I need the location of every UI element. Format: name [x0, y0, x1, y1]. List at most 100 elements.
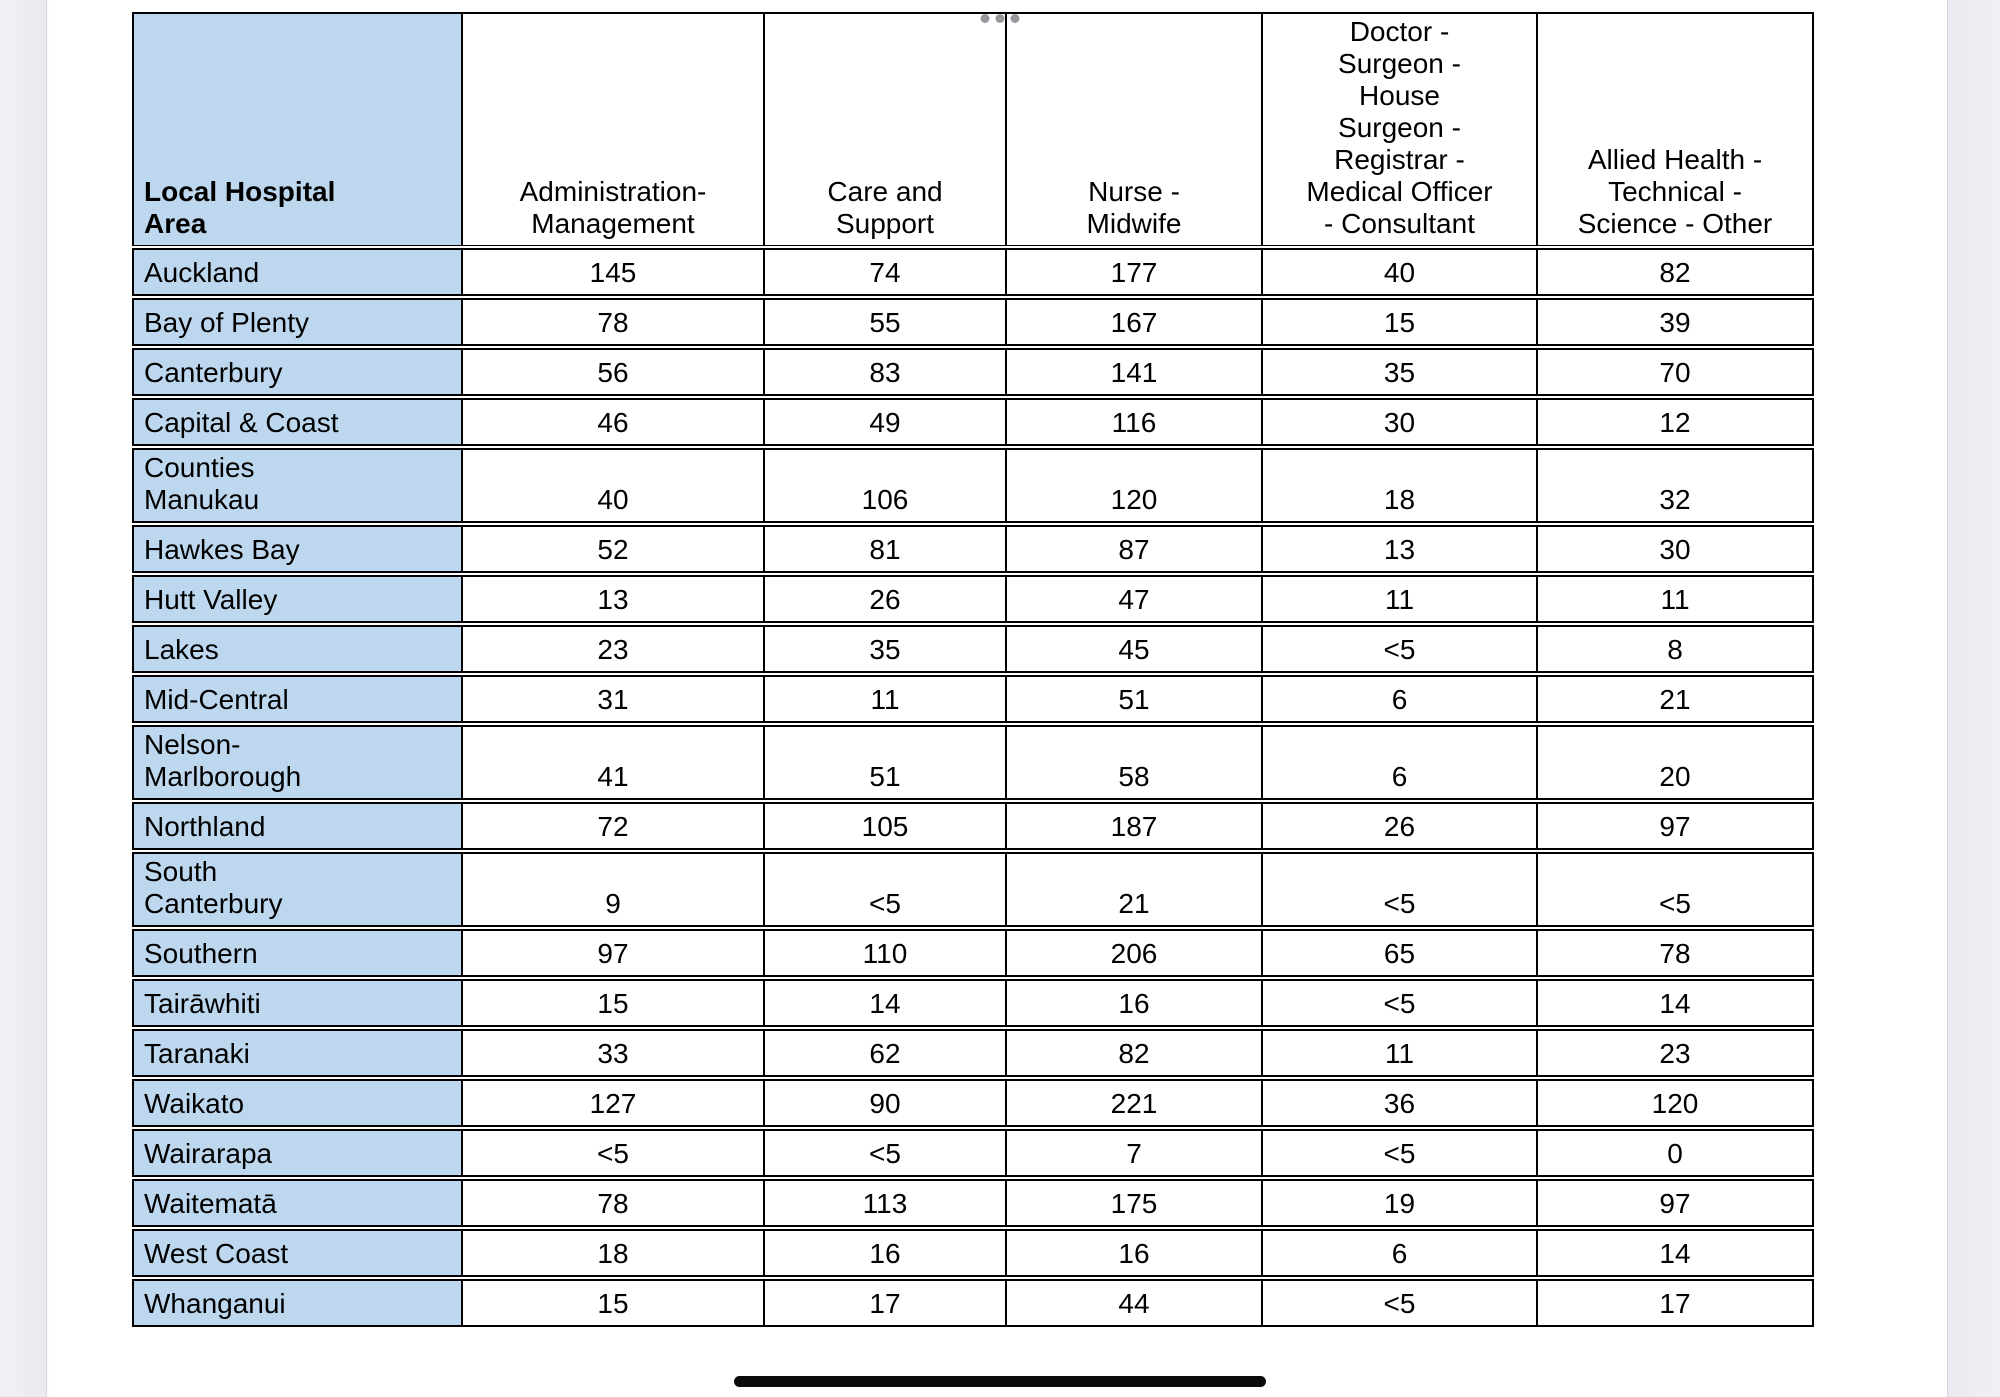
value-cell-doctor: 19 — [1262, 1179, 1537, 1227]
value-cell-administration-management: 9 — [462, 852, 764, 927]
table-row: Canterbury 56 83 141 35 70 — [132, 348, 1814, 396]
area-cell: Taranaki — [132, 1029, 462, 1077]
value-cell-doctor: 36 — [1262, 1079, 1537, 1127]
value-cell-nurse-midwife: 47 — [1006, 575, 1262, 623]
column-header-local-hospital-area: Local Hospital Area — [132, 12, 462, 246]
value-cell-doctor: <5 — [1262, 1129, 1537, 1177]
area-cell: West Coast — [132, 1229, 462, 1277]
value-cell-administration-management: 18 — [462, 1229, 764, 1277]
value-cell-care-and-support: 74 — [764, 248, 1006, 296]
value-cell-nurse-midwife: 206 — [1006, 929, 1262, 977]
column-header-administration-management: Administration- Management — [462, 12, 764, 246]
column-header-care-and-support: Care and Support — [764, 12, 1006, 246]
value-cell-care-and-support: 11 — [764, 675, 1006, 723]
value-cell-doctor: <5 — [1262, 1279, 1537, 1327]
value-cell-allied-health: 17 — [1537, 1279, 1814, 1327]
table-row: Hawkes Bay 52 81 87 13 30 — [132, 525, 1814, 573]
multitasking-handle[interactable] — [980, 14, 1020, 23]
table-row: West Coast 18 16 16 6 14 — [132, 1229, 1814, 1277]
value-cell-care-and-support: 14 — [764, 979, 1006, 1027]
value-cell-doctor: 11 — [1262, 575, 1537, 623]
value-cell-allied-health: 21 — [1537, 675, 1814, 723]
area-cell: Capital & Coast — [132, 398, 462, 446]
area-cell: Nelson- Marlborough — [132, 725, 462, 800]
value-cell-nurse-midwife: 51 — [1006, 675, 1262, 723]
value-cell-allied-health: 32 — [1537, 448, 1814, 523]
value-cell-nurse-midwife: 116 — [1006, 398, 1262, 446]
value-cell-allied-health: 30 — [1537, 525, 1814, 573]
value-cell-doctor: 6 — [1262, 725, 1537, 800]
value-cell-allied-health: 39 — [1537, 298, 1814, 346]
value-cell-administration-management: 97 — [462, 929, 764, 977]
area-cell: Waikato — [132, 1079, 462, 1127]
value-cell-allied-health: 8 — [1537, 625, 1814, 673]
value-cell-doctor: 30 — [1262, 398, 1537, 446]
area-cell: Tairāwhiti — [132, 979, 462, 1027]
value-cell-nurse-midwife: 177 — [1006, 248, 1262, 296]
area-cell: Hawkes Bay — [132, 525, 462, 573]
area-cell: Waitematā — [132, 1179, 462, 1227]
value-cell-allied-health: 97 — [1537, 1179, 1814, 1227]
value-cell-doctor: <5 — [1262, 625, 1537, 673]
area-cell: Mid-Central — [132, 675, 462, 723]
value-cell-administration-management: 78 — [462, 1179, 764, 1227]
value-cell-nurse-midwife: 7 — [1006, 1129, 1262, 1177]
value-cell-administration-management: 31 — [462, 675, 764, 723]
value-cell-allied-health: 78 — [1537, 929, 1814, 977]
value-cell-allied-health: 14 — [1537, 979, 1814, 1027]
value-cell-allied-health: 97 — [1537, 802, 1814, 850]
value-cell-doctor: 15 — [1262, 298, 1537, 346]
value-cell-doctor: 35 — [1262, 348, 1537, 396]
area-cell: Bay of Plenty — [132, 298, 462, 346]
area-cell: South Canterbury — [132, 852, 462, 927]
column-header-allied-health: Allied Health - Technical - Science - Ot… — [1537, 12, 1814, 246]
table-row: South Canterbury 9 <5 21 <5 <5 — [132, 852, 1814, 927]
value-cell-administration-management: 72 — [462, 802, 764, 850]
value-cell-care-and-support: 17 — [764, 1279, 1006, 1327]
value-cell-care-and-support: 55 — [764, 298, 1006, 346]
table-row: Whanganui 15 17 44 <5 17 — [132, 1279, 1814, 1327]
table-row: Southern 97 110 206 65 78 — [132, 929, 1814, 977]
value-cell-administration-management: 40 — [462, 448, 764, 523]
value-cell-allied-health: 23 — [1537, 1029, 1814, 1077]
area-cell: Counties Manukau — [132, 448, 462, 523]
value-cell-nurse-midwife: 167 — [1006, 298, 1262, 346]
area-cell: Wairarapa — [132, 1129, 462, 1177]
area-cell: Southern — [132, 929, 462, 977]
handle-dot-icon — [1010, 14, 1020, 23]
area-cell: Canterbury — [132, 348, 462, 396]
value-cell-care-and-support: <5 — [764, 1129, 1006, 1177]
home-indicator-bar[interactable] — [734, 1376, 1266, 1387]
value-cell-allied-health: 82 — [1537, 248, 1814, 296]
value-cell-doctor: 6 — [1262, 675, 1537, 723]
value-cell-administration-management: 56 — [462, 348, 764, 396]
value-cell-doctor: 6 — [1262, 1229, 1537, 1277]
table-row: Waitematā 78 113 175 19 97 — [132, 1179, 1814, 1227]
value-cell-administration-management: 78 — [462, 298, 764, 346]
table-row: Waikato 127 90 221 36 120 — [132, 1079, 1814, 1127]
table-row: Counties Manukau 40 106 120 18 32 — [132, 448, 1814, 523]
handle-dot-icon — [980, 14, 990, 23]
value-cell-care-and-support: 81 — [764, 525, 1006, 573]
value-cell-administration-management: 145 — [462, 248, 764, 296]
right-page-gutter — [1947, 0, 2000, 1397]
column-header-nurse-midwife: Nurse - Midwife — [1006, 12, 1262, 246]
value-cell-doctor: 11 — [1262, 1029, 1537, 1077]
value-cell-allied-health: <5 — [1537, 852, 1814, 927]
table-row: Bay of Plenty 78 55 167 15 39 — [132, 298, 1814, 346]
value-cell-care-and-support: 35 — [764, 625, 1006, 673]
value-cell-allied-health: 70 — [1537, 348, 1814, 396]
value-cell-nurse-midwife: 45 — [1006, 625, 1262, 673]
value-cell-administration-management: 46 — [462, 398, 764, 446]
value-cell-care-and-support: 106 — [764, 448, 1006, 523]
value-cell-doctor: 65 — [1262, 929, 1537, 977]
value-cell-nurse-midwife: 221 — [1006, 1079, 1262, 1127]
value-cell-care-and-support: 26 — [764, 575, 1006, 623]
table-row: Auckland 145 74 177 40 82 — [132, 248, 1814, 296]
value-cell-administration-management: 13 — [462, 575, 764, 623]
value-cell-care-and-support: 62 — [764, 1029, 1006, 1077]
value-cell-administration-management: 15 — [462, 1279, 764, 1327]
value-cell-administration-management: 41 — [462, 725, 764, 800]
value-cell-administration-management: <5 — [462, 1129, 764, 1177]
handle-dot-icon — [995, 14, 1005, 23]
